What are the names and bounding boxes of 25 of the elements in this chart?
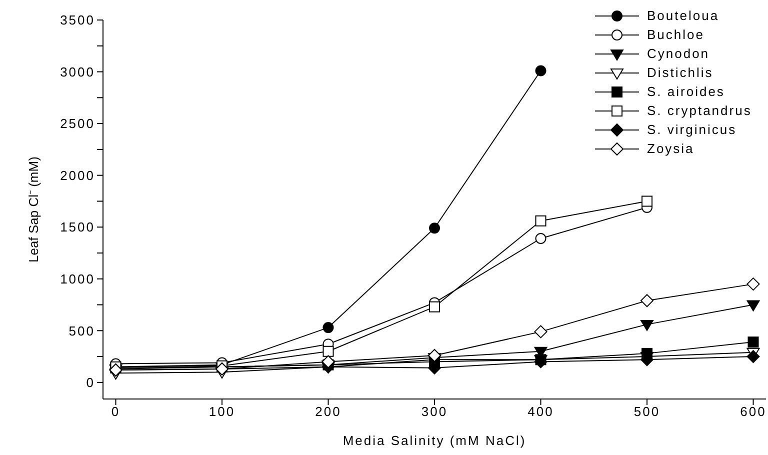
legend-label: S. virginicus <box>647 122 737 137</box>
x-tick-label: 500 <box>634 404 660 420</box>
legend-label: S. airoides <box>647 84 725 99</box>
legend-label: S. cryptandrus <box>647 103 752 118</box>
x-tick-label: 200 <box>315 404 342 420</box>
y-tick-label: 3000 <box>60 64 95 80</box>
y-tick-label: 2000 <box>60 168 95 183</box>
y-tick-label: 500 <box>68 323 95 338</box>
y-tick-label: 3500 <box>60 12 95 28</box>
y-tick-label: 0 <box>86 375 95 390</box>
x-tick-label: 300 <box>421 404 448 420</box>
x-tick-label: 600 <box>740 404 766 420</box>
legend-label: Zoysia <box>647 141 694 156</box>
legend-label: Cynodon <box>647 46 710 61</box>
y-tick-label: 1500 <box>60 220 95 235</box>
x-axis-title: Media Salinity (mM NaCl) <box>342 433 526 448</box>
legend-label: Buchloe <box>647 27 704 42</box>
x-tick-label: 100 <box>208 404 236 420</box>
x-tick-label: 0 <box>111 404 120 420</box>
legend-label: Bouteloua <box>647 8 720 23</box>
x-tick-label: 400 <box>528 404 554 420</box>
y-tick-label: 1000 <box>60 271 95 286</box>
y-tick-label: 2500 <box>60 116 95 132</box>
y-axis-title: Leaf Sap Cl⁻ (mM) <box>26 156 41 262</box>
legend-label: Distichlis <box>647 65 714 80</box>
